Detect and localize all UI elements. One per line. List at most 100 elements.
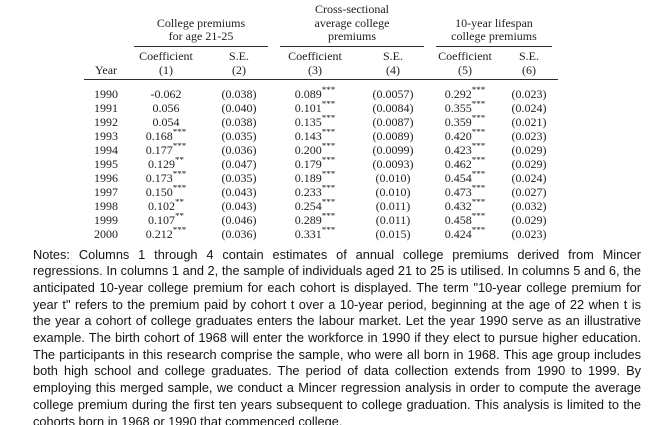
significance-stars: *** — [321, 128, 336, 137]
table-row: 1998 0.102** (0.043) 0.254*** (0.011) 0.432**… — [84, 199, 558, 213]
table-row: 1991 0.056 (0.040) 0.101*** (0.0084) 0.355***… — [84, 101, 558, 115]
group-header-10-year-lifespan: 10-year lifespan college premiums — [430, 3, 558, 47]
table-cell: 0.200*** — [294, 142, 336, 157]
group-label-line: 10-year lifespan — [455, 15, 533, 30]
column-header-coefficient-3: Coefficient — [288, 48, 342, 63]
table-cell: 0.089*** — [294, 84, 336, 101]
group-header-cross-sectional: Cross-sectional average college premiums — [274, 3, 430, 47]
table-cell: (0.043) — [221, 184, 257, 199]
table-cell: (0.038) — [221, 114, 257, 129]
table-cell: 0.101*** — [294, 100, 336, 115]
table-cell: (0.024) — [511, 170, 547, 185]
table-cell: (0.010) — [375, 170, 411, 185]
significance-stars: *** — [172, 184, 187, 193]
table-cell: 0.054 — [152, 114, 180, 129]
group-label: College premiums for age 21-25 — [134, 16, 268, 47]
table-cell: 0.292*** — [444, 84, 486, 101]
column-number-row: Year (1) (2) (3) (4) (5) (6) — [84, 62, 558, 80]
table-cell: (0.035) — [221, 170, 257, 185]
significance-stars: *** — [172, 128, 187, 137]
group-header-age-21-25: College premiums for age 21-25 — [128, 3, 274, 47]
significance-stars: *** — [471, 114, 486, 123]
table-cell: (0.0089) — [372, 128, 414, 143]
group-label: Cross-sectional average college premiums — [280, 3, 424, 47]
table-cell: (0.0087) — [372, 114, 414, 129]
table-cell: 0.454*** — [444, 170, 486, 185]
table-row: 1995 0.129** (0.047) 0.179*** (0.0093) 0.462*… — [84, 157, 558, 171]
table-cell: (0.027) — [511, 184, 547, 199]
table-cell: 0.179*** — [294, 156, 336, 171]
significance-stars: *** — [471, 128, 486, 137]
table-cell: (0.032) — [511, 198, 547, 213]
table-cell: (0.029) — [511, 156, 547, 171]
column-header-se-6: S.E. — [518, 48, 539, 63]
significance-stars: *** — [321, 100, 336, 109]
significance-stars: ** — [175, 212, 184, 221]
significance-stars: *** — [471, 212, 486, 221]
table-cell: 0.056 — [152, 100, 180, 115]
table-cell: (0.023) — [511, 86, 547, 101]
year-column-header: Year — [84, 62, 128, 80]
significance-stars: *** — [471, 184, 486, 193]
significance-stars: *** — [471, 170, 486, 179]
significance-stars: *** — [321, 156, 336, 165]
table-cell: 1997 — [94, 184, 118, 199]
table-cell: (0.023) — [511, 226, 547, 241]
table-cell: (0.035) — [221, 128, 257, 143]
group-header-row: College premiums for age 21-25 Cross-sec… — [84, 3, 558, 47]
table-cell: 1995 — [94, 156, 118, 171]
table-row: 1994 0.177*** (0.036) 0.200*** (0.0099) 0.423… — [84, 143, 558, 157]
table-cell: 1996 — [94, 170, 118, 185]
regression-results-table: College premiums for age 21-25 Cross-sec… — [84, 3, 558, 241]
significance-stars: *** — [172, 226, 187, 235]
table-cell: 2000 — [94, 226, 118, 241]
column-header-se-2: S.E. — [228, 48, 249, 63]
column-header-coefficient-5: Coefficient — [438, 48, 492, 63]
subheader-row: Coefficient S.E. Coefficient S.E. Coeffi… — [84, 47, 558, 63]
table-cell: 0.212*** — [145, 226, 187, 241]
table-cell: 0.102** — [148, 198, 184, 213]
table-cell: 0.150*** — [145, 184, 187, 199]
table-cell: 0.143*** — [294, 128, 336, 143]
table-cell: (0.036) — [221, 142, 257, 157]
table-row: 1990 -0.062 (0.038) 0.089*** (0.0057) 0.292**… — [84, 79, 558, 101]
subheader-spacer — [84, 47, 128, 63]
table-notes: Notes: Columns 1 through 4 contain estim… — [33, 246, 641, 425]
group-label-line: college premiums — [451, 29, 537, 43]
table-cell: 0.432*** — [444, 198, 486, 213]
table-cell: (0.043) — [221, 198, 257, 213]
table-row: 1996 0.173*** (0.035) 0.189*** (0.010) 0.454*… — [84, 171, 558, 185]
group-label-line: Cross-sectional — [315, 3, 389, 16]
group-label-line: premiums — [328, 29, 376, 43]
group-header-spacer — [84, 3, 128, 47]
significance-stars: *** — [471, 84, 486, 95]
significance-stars: *** — [321, 212, 336, 221]
column-header-se-4: S.E. — [382, 48, 403, 63]
table-cell: 0.189*** — [294, 170, 336, 185]
column-number-5: (5) — [430, 62, 500, 80]
column-number-6: (6) — [500, 62, 558, 80]
group-label-line: average college — [314, 15, 390, 30]
table-cell: 1999 — [94, 212, 118, 227]
table-cell: 0.289*** — [294, 212, 336, 227]
table-cell: (0.036) — [221, 226, 257, 241]
table-cell: (0.0057) — [372, 86, 414, 101]
table-cell: (0.010) — [375, 184, 411, 199]
table-cell: 0.424*** — [444, 226, 486, 241]
table-cell: (0.0093) — [372, 156, 414, 171]
column-header-coefficient-1: Coefficient — [139, 48, 193, 63]
table-row: 1997 0.150*** (0.043) 0.233*** (0.010) 0.473*… — [84, 185, 558, 199]
table-cell: (0.046) — [221, 212, 257, 227]
table-cell: (0.047) — [221, 156, 257, 171]
table-cell: 0.420*** — [444, 128, 486, 143]
significance-stars: *** — [471, 198, 486, 207]
column-number-1: (1) — [128, 62, 204, 80]
table-cell: (0.023) — [511, 128, 547, 143]
table-cell: (0.011) — [375, 198, 411, 213]
table-row: 1992 0.054 (0.038) 0.135*** (0.0087) 0.359***… — [84, 115, 558, 129]
table-cell: 0.423*** — [444, 142, 486, 157]
table-cell: 0.168*** — [145, 128, 187, 143]
table-cell: 1992 — [94, 114, 118, 129]
table-cell: 1998 — [94, 198, 118, 213]
